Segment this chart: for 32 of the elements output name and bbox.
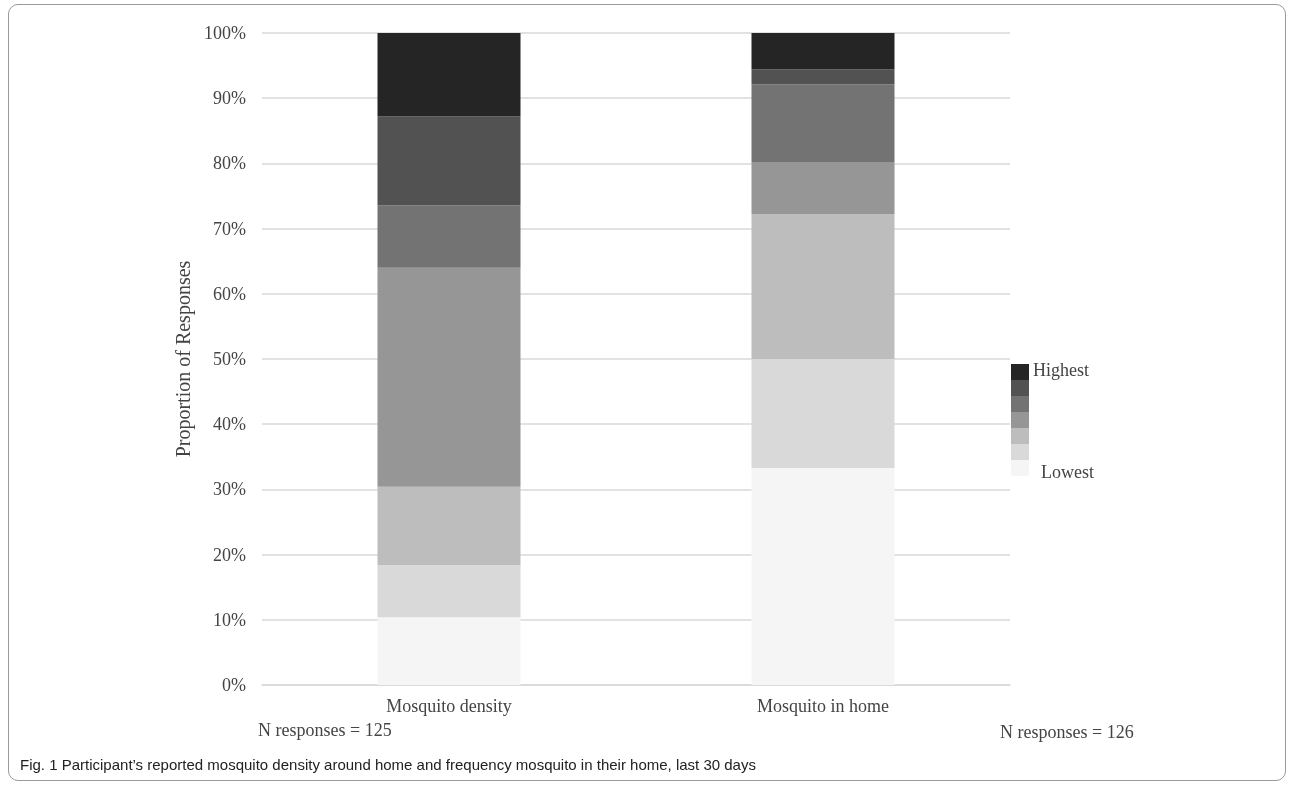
bar bbox=[377, 617, 521, 685]
y-tick-label: 80% bbox=[213, 153, 246, 174]
bar bbox=[377, 565, 521, 618]
y-tick-label: 100% bbox=[204, 23, 246, 43]
y-tick-label: 20% bbox=[213, 544, 246, 565]
bar bbox=[377, 205, 521, 268]
y-tick-label: 50% bbox=[213, 349, 246, 369]
text: Fig. 1 Participant’s reported mosquito density around home and frequency mosquito in their home, last 30 days bbox=[19, 755, 757, 775]
text: Lowest bbox=[1041, 462, 1094, 483]
bar bbox=[377, 116, 521, 206]
bar bbox=[751, 33, 895, 70]
x-tick-label: Mosquito in home bbox=[756, 696, 890, 716]
text: N responses = 126 bbox=[1000, 722, 1134, 743]
y-tick-label: 60% bbox=[213, 283, 246, 304]
bar bbox=[377, 486, 521, 566]
bar bbox=[377, 33, 521, 117]
text: Highest bbox=[1033, 360, 1089, 381]
bar bbox=[751, 214, 895, 359]
y-tick-label: 0% bbox=[222, 675, 246, 695]
y-tick-label: 30% bbox=[213, 479, 246, 500]
y-tick-label: 90% bbox=[213, 88, 246, 109]
y-tick-label: 70% bbox=[213, 218, 246, 239]
bar bbox=[751, 69, 895, 85]
text: N responses = 125 bbox=[258, 720, 392, 741]
y-tick-label: 10% bbox=[213, 609, 246, 630]
bar bbox=[751, 467, 895, 685]
bar bbox=[751, 84, 895, 163]
y-axis-title: Proportion of Responses bbox=[172, 260, 196, 458]
y-tick-label: 40% bbox=[213, 414, 246, 435]
bar bbox=[751, 162, 895, 215]
bar bbox=[377, 267, 521, 487]
x-tick-label: Mosquito density bbox=[386, 696, 512, 716]
